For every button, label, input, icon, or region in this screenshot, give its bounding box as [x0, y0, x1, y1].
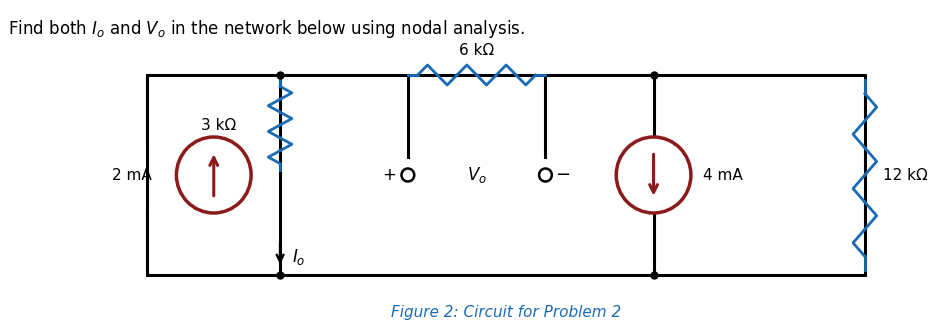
- Circle shape: [401, 169, 414, 182]
- Text: 2 mA: 2 mA: [112, 168, 151, 182]
- Text: $V_o$: $V_o$: [467, 165, 486, 185]
- Circle shape: [539, 169, 552, 182]
- Text: Find both $I_o$ and $V_o$ in the network below using nodal analysis.: Find both $I_o$ and $V_o$ in the network…: [7, 18, 525, 40]
- Text: 3 kΩ: 3 kΩ: [201, 117, 236, 133]
- Text: $I_o$: $I_o$: [292, 247, 306, 267]
- Text: 12 kΩ: 12 kΩ: [883, 168, 928, 182]
- Circle shape: [616, 137, 691, 213]
- Text: −: −: [555, 166, 570, 184]
- Text: +: +: [382, 166, 396, 184]
- Circle shape: [177, 137, 252, 213]
- Text: Figure 2: Circuit for Problem 2: Figure 2: Circuit for Problem 2: [391, 305, 621, 319]
- Text: 4 mA: 4 mA: [703, 168, 742, 182]
- Text: 6 kΩ: 6 kΩ: [459, 43, 495, 58]
